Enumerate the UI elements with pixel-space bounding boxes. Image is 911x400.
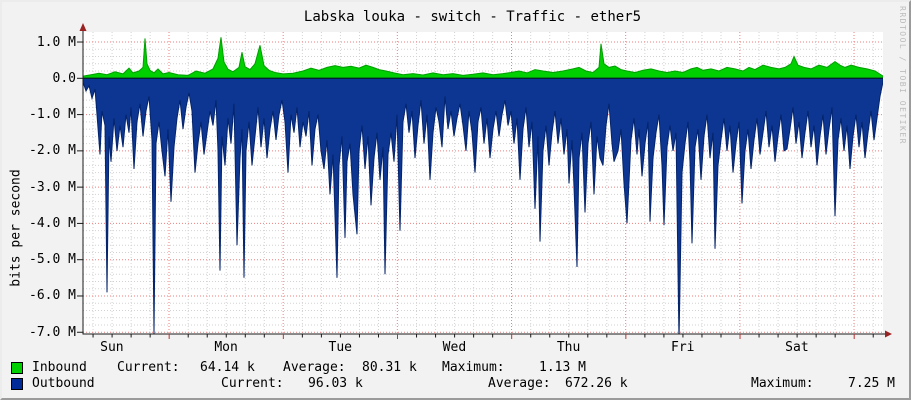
y-tick-label: 1.0 M xyxy=(36,34,76,50)
legend-stat-value: 1.13 M xyxy=(539,360,586,375)
legend-series-name: Outbound xyxy=(32,376,95,391)
x-tick-label-wed: Wed xyxy=(442,340,467,355)
y-tick-label: -6.0 M xyxy=(29,288,76,304)
x-tick-label-sun: Sun xyxy=(100,340,124,355)
legend-stat-value: 96.03 k xyxy=(308,376,363,391)
legend-stat-value: 672.26 k xyxy=(565,376,628,391)
graph-title: Labska louka - switch - Traffic - ether5 xyxy=(303,9,642,25)
legend: Inbound Current: 64.14 k Average: 80.31 k Max… xyxy=(2,359,909,395)
legend-stat-value: 64.14 k xyxy=(200,360,255,375)
x-tick-label-sat: Sat xyxy=(785,340,809,355)
y-tick-label: -4.0 M xyxy=(29,215,76,231)
x-tick-label-fri: Fri xyxy=(671,340,695,355)
y-tick-label: -5.0 M xyxy=(29,252,76,268)
legend-stat-label: Average: xyxy=(488,376,551,391)
y-tick-label: 0.0 xyxy=(52,70,76,86)
legend-row-inbound: Inbound Current: 64.14 k Average: 80.31 k Max… xyxy=(2,360,909,376)
legend-stat-label: Maximum: xyxy=(442,360,505,375)
legend-stat-label: Average: xyxy=(283,360,346,375)
legend-stat-label: Maximum: xyxy=(751,376,814,391)
y-tick-label: -2.0 M xyxy=(29,143,76,159)
legend-stat-value: 80.31 k xyxy=(362,360,417,375)
legend-stat-label: Current: xyxy=(221,376,284,391)
y-tick-label: -7.0 M xyxy=(29,324,76,340)
outbound-swatch xyxy=(11,378,23,390)
rrdtool-watermark: RRDTOOL / TOBI OETIKER xyxy=(898,6,907,145)
legend-series-name: Inbound xyxy=(32,360,87,375)
x-tick-label-tue: Tue xyxy=(328,340,352,355)
x-tick-label-thu: Thu xyxy=(556,340,581,355)
x-tick-label-mon: Mon xyxy=(214,340,238,355)
legend-stat-value: 7.25 M xyxy=(848,376,895,391)
y-tick-label: -1.0 M xyxy=(29,107,76,123)
legend-row-outbound: Outbound Current: 96.03 k Average: 672.26 k M… xyxy=(2,376,909,392)
inbound-swatch xyxy=(11,362,23,374)
legend-stat-label: Current: xyxy=(117,360,180,375)
y-tick-label: -3.0 M xyxy=(29,179,76,195)
